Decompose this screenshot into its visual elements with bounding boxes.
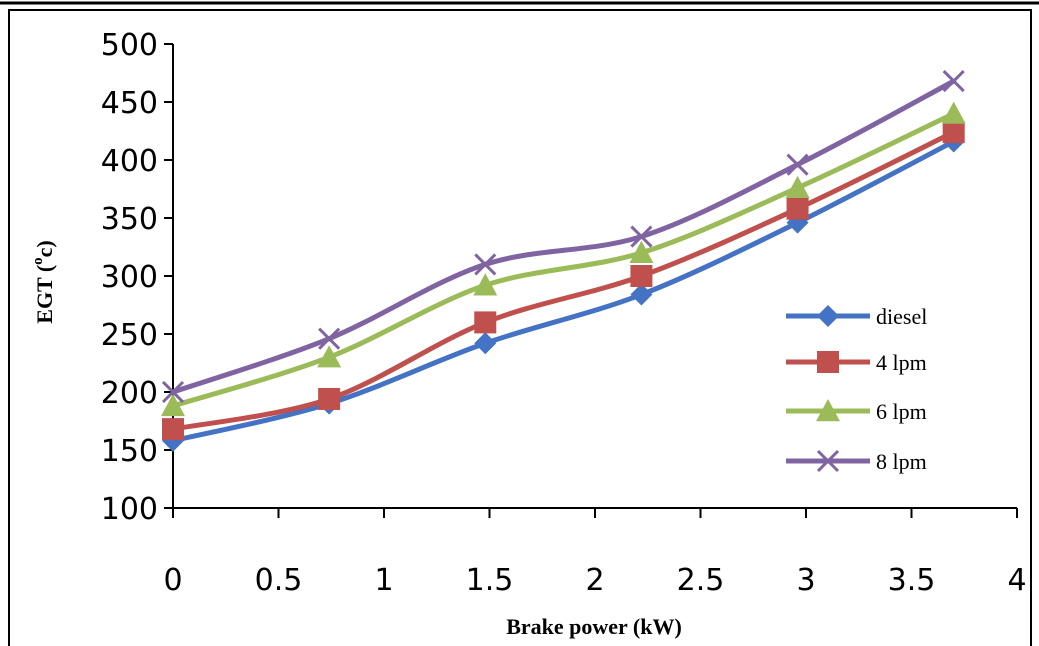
point-0-3 bbox=[630, 283, 653, 306]
y-tick-label-7: 450 bbox=[101, 86, 158, 121]
legend-label-1: 4 lpm bbox=[876, 350, 927, 375]
legend-marker-2 bbox=[816, 399, 840, 422]
legend-label-3: 8 lpm bbox=[876, 449, 927, 474]
point-3-4 bbox=[786, 153, 809, 176]
y-axis-title: EGT (oc) bbox=[30, 240, 57, 323]
series-line-2 bbox=[170, 111, 957, 409]
y-tick-label-6: 400 bbox=[101, 144, 158, 179]
y-axis-title-sup: o bbox=[30, 257, 46, 265]
y-tick-label-0: 100 bbox=[101, 492, 158, 527]
point-1-3 bbox=[630, 265, 653, 287]
point-1-4 bbox=[786, 197, 809, 220]
y-tick-label-2: 200 bbox=[101, 376, 158, 411]
point-3-0 bbox=[161, 380, 185, 404]
y-tick-label-3: 250 bbox=[101, 318, 158, 353]
x-tick-label-8: 4 bbox=[1007, 563, 1026, 598]
x-axis-title: Brake power (kW) bbox=[506, 614, 682, 639]
x-tick-label-2: 1 bbox=[374, 563, 393, 598]
point-1-1 bbox=[318, 387, 341, 410]
legend-label-0: diesel bbox=[876, 304, 927, 329]
x-tick-label-4: 2 bbox=[585, 563, 604, 598]
series-0 bbox=[162, 130, 965, 452]
point-1-5 bbox=[942, 121, 965, 144]
x-tick-label-7: 3.5 bbox=[888, 563, 936, 598]
series-2 bbox=[161, 101, 966, 417]
y-axis-title-tail: c) bbox=[32, 240, 57, 257]
series-3 bbox=[161, 70, 965, 404]
legend-marker-1 bbox=[817, 351, 839, 373]
series-1 bbox=[162, 121, 965, 441]
legend: diesel 4 lpm 6 lpm 8 lpm bbox=[786, 304, 927, 474]
point-3-5 bbox=[942, 70, 965, 93]
point-2-2 bbox=[473, 273, 498, 296]
x-tick-label-0: 0 bbox=[163, 563, 182, 598]
point-3-2 bbox=[474, 253, 497, 276]
x-tick-label-5: 2.5 bbox=[677, 563, 725, 598]
point-2-3 bbox=[629, 240, 654, 263]
y-axis-title-main: EGT ( bbox=[32, 265, 57, 324]
series-layer bbox=[161, 70, 966, 452]
x-tick-label-1: 0.5 bbox=[255, 563, 303, 598]
point-2-0 bbox=[161, 393, 185, 417]
legend-marker-0 bbox=[817, 305, 839, 327]
point-3-3 bbox=[630, 225, 653, 248]
point-2-1 bbox=[317, 345, 342, 368]
point-0-2 bbox=[474, 332, 497, 355]
y-tick-label-8: 500 bbox=[101, 28, 158, 63]
point-1-2 bbox=[474, 311, 497, 334]
y-tick-label-5: 350 bbox=[101, 202, 158, 237]
x-tick-label-6: 3 bbox=[796, 563, 815, 598]
axes: 100 150 200 250 300 350 400 450 500 0 0.5 1 1.5 2 2.5 3… bbox=[101, 28, 1027, 598]
point-3-1 bbox=[318, 327, 341, 350]
point-2-5 bbox=[941, 101, 966, 124]
series-line-3 bbox=[170, 78, 957, 395]
point-2-4 bbox=[785, 175, 810, 199]
y-tick-label-4: 300 bbox=[101, 260, 158, 295]
y-tick-label-1: 150 bbox=[101, 434, 158, 469]
legend-label-2: 6 lpm bbox=[876, 399, 927, 424]
x-tick-label-3: 1.5 bbox=[466, 563, 514, 598]
series-line-0 bbox=[170, 138, 957, 444]
point-1-0 bbox=[162, 418, 184, 441]
legend-marker-3 bbox=[816, 449, 840, 473]
series-line-1 bbox=[170, 129, 957, 432]
